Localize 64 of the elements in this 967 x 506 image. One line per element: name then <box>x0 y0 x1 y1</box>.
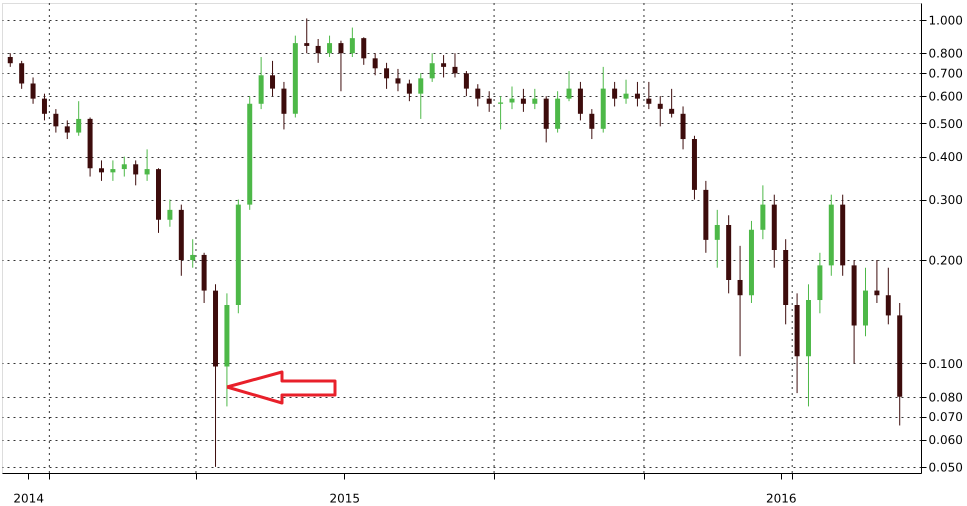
candlestick <box>42 93 47 121</box>
candlestick <box>350 27 355 58</box>
candlestick <box>464 70 469 97</box>
y-tick-label: 0.500 <box>928 116 963 131</box>
candlestick <box>714 209 720 268</box>
y-tick-label: 0.070 <box>928 410 963 424</box>
y-tick-label: 0.700 <box>928 66 963 81</box>
candlestick <box>486 90 492 112</box>
y-tick-label: 0.200 <box>928 254 963 268</box>
candlestick <box>53 108 58 134</box>
candlestick <box>441 54 446 78</box>
candlestick <box>738 245 743 357</box>
candlestick <box>30 76 36 104</box>
candlestick <box>122 156 127 178</box>
candlestick <box>624 79 629 104</box>
candlestick <box>658 96 663 127</box>
candlestick <box>133 160 138 186</box>
candlestick <box>886 267 891 325</box>
candlestick <box>327 35 332 58</box>
candlestick <box>475 84 480 107</box>
candlestick <box>395 68 400 92</box>
candlestick <box>646 81 652 110</box>
x-tick-label: 2015 <box>329 492 360 506</box>
candlestick <box>498 96 504 130</box>
y-tick-label: 0.800 <box>928 46 963 61</box>
y-tick-label: 0.100 <box>928 356 963 371</box>
candlestick <box>110 160 116 182</box>
candlestick <box>520 88 526 112</box>
candlestick <box>589 108 594 140</box>
candlestick <box>418 72 424 120</box>
y-tick-label: 0.300 <box>928 193 963 208</box>
y-tick-label: 1.000 <box>928 13 963 28</box>
candlestick <box>270 60 276 97</box>
candlestick <box>361 36 366 66</box>
y-tick-label: 0.050 <box>928 460 963 474</box>
candlestick <box>452 52 458 78</box>
candlestick <box>98 160 104 182</box>
candlestick <box>406 79 412 102</box>
candlestick <box>510 86 514 110</box>
candlestick <box>669 88 674 118</box>
candlestick <box>384 62 390 90</box>
y-tick-label: 0.080 <box>928 390 963 404</box>
candlestick <box>566 70 572 102</box>
candlestick <box>430 52 435 82</box>
x-tick-label: 2016 <box>766 492 797 506</box>
candlestick <box>76 100 82 136</box>
y-tick-label: 0.060 <box>928 433 963 448</box>
candlestick <box>634 81 640 107</box>
candlestick <box>612 81 618 107</box>
candlestick <box>64 120 70 140</box>
x-tick-label: 2014 <box>13 492 44 506</box>
candlestick <box>372 52 378 76</box>
candlestick <box>167 199 172 228</box>
candlestick <box>874 260 880 304</box>
candlestick <box>144 148 150 182</box>
candlestick <box>8 52 13 68</box>
candlestick <box>338 40 344 92</box>
candlestick <box>532 88 538 110</box>
candlestick <box>190 238 196 268</box>
y-tick-label: 0.400 <box>928 150 963 164</box>
candlestick <box>19 60 24 90</box>
y-tick-label: 0.600 <box>928 90 963 104</box>
candlestick <box>304 18 310 54</box>
candlestick <box>316 38 321 64</box>
